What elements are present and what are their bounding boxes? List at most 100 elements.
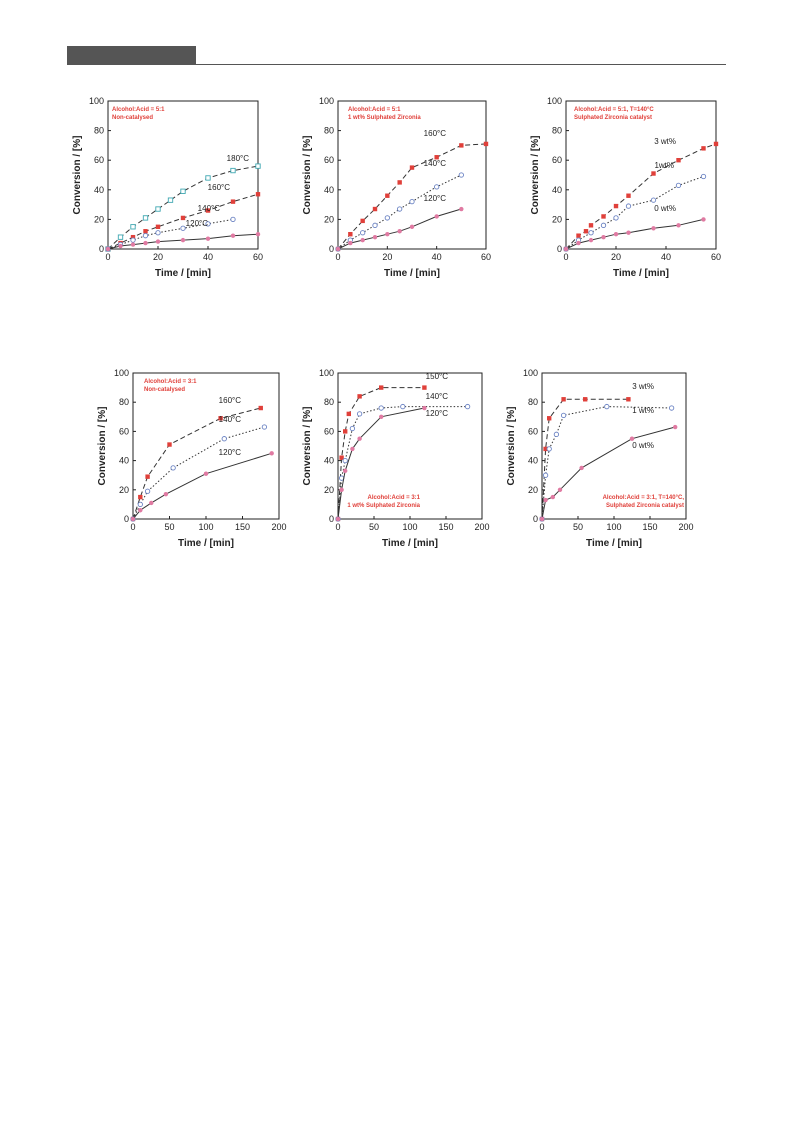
data-point <box>357 394 362 399</box>
x-tick-label: 0 <box>105 252 110 262</box>
x-tick-label: 200 <box>474 522 489 532</box>
data-point <box>601 234 606 240</box>
y-tick-label: 80 <box>94 126 104 136</box>
series-label: 180°C <box>227 154 250 163</box>
data-point <box>180 237 186 243</box>
data-point <box>130 516 136 522</box>
data-point <box>130 224 136 230</box>
data-point <box>255 192 261 197</box>
data-point <box>117 234 124 240</box>
x-tick-label: 150 <box>235 522 250 532</box>
chart-annotation-line: Non-catalysed <box>112 115 153 121</box>
series-line <box>107 165 259 250</box>
data-point <box>626 397 631 402</box>
data-point <box>385 193 390 198</box>
y-axis-label: Conversion / [%] <box>530 136 541 215</box>
series-label: 120°C <box>186 219 209 228</box>
y-tick-label: 0 <box>329 514 334 524</box>
data-point <box>372 222 378 228</box>
y-tick-label: 40 <box>119 456 129 466</box>
data-point <box>357 436 362 441</box>
series-label: 160°C <box>219 396 242 405</box>
data-point <box>155 224 161 229</box>
chart-annotation-line: Alcohol:Acid = 3:1 <box>367 495 420 501</box>
y-tick-label: 60 <box>324 155 334 165</box>
series-label: 1wt% <box>654 161 674 170</box>
data-point <box>600 222 607 228</box>
data-point <box>142 215 149 221</box>
data-point <box>397 229 402 234</box>
data-point <box>434 184 440 190</box>
chart-annotation-line: Alcohol:Acid = 3:1, T=140°C, <box>603 495 685 501</box>
data-point <box>350 446 355 452</box>
y-axis-label: Conversion / [%] <box>302 407 313 486</box>
x-tick-label: 150 <box>438 522 453 532</box>
chart-annotation-line: Alcohol:Acid = 5:1, T=140°C <box>574 107 654 113</box>
data-point <box>180 225 186 231</box>
data-point <box>143 240 148 246</box>
data-point <box>651 171 656 176</box>
data-point <box>676 158 681 163</box>
series-line <box>337 143 487 250</box>
data-point <box>343 468 348 474</box>
data-point <box>629 436 635 441</box>
data-point <box>675 182 682 189</box>
y-tick-label: 60 <box>119 426 129 436</box>
data-point <box>459 206 464 212</box>
chart-annotation-line: 1 wt% Sulphated Zirconia <box>347 503 420 509</box>
series-label: 120°C <box>424 194 447 203</box>
data-point <box>348 240 353 246</box>
data-point <box>378 405 384 411</box>
data-point <box>546 446 552 452</box>
data-point <box>230 199 236 204</box>
y-tick-label: 60 <box>528 426 538 436</box>
data-point <box>701 217 706 222</box>
series-line <box>565 218 704 250</box>
data-point <box>167 442 172 447</box>
page-header-rule <box>196 64 726 65</box>
data-point <box>588 223 594 228</box>
data-point <box>144 488 151 494</box>
data-point <box>138 494 143 500</box>
data-point <box>205 175 211 181</box>
y-tick-label: 40 <box>552 185 562 195</box>
data-point <box>613 215 619 221</box>
x-axis-label: Time / [min] <box>613 268 669 279</box>
y-tick-label: 40 <box>324 185 334 195</box>
y-tick-label: 100 <box>89 96 104 106</box>
data-point <box>543 446 548 452</box>
y-tick-label: 20 <box>528 485 538 495</box>
page-header-bar <box>67 46 196 65</box>
data-point <box>579 465 584 471</box>
series-line <box>132 407 261 520</box>
data-point <box>269 451 274 456</box>
chart-annotation-line: Alcohol:Acid = 5:1 <box>112 107 165 113</box>
x-tick-label: 20 <box>611 252 621 262</box>
data-point <box>464 403 471 410</box>
series-label: 160°C <box>208 183 231 192</box>
y-tick-label: 0 <box>124 514 129 524</box>
x-tick-label: 60 <box>711 252 721 262</box>
data-point <box>339 487 344 492</box>
data-point <box>613 232 619 237</box>
y-tick-label: 60 <box>552 155 562 165</box>
series-label: 140°C <box>424 159 447 168</box>
x-tick-label: 20 <box>153 252 163 262</box>
series-label: 140°C <box>219 415 242 424</box>
data-point <box>385 232 390 237</box>
x-tick-label: 20 <box>382 252 392 262</box>
data-point <box>142 233 149 239</box>
data-point <box>626 193 631 198</box>
data-point <box>180 188 186 194</box>
chart-6: 0 50 100 150 200 0 20 40 60 80 100 Time / [min] Conv… <box>506 368 694 549</box>
x-tick-label: 0 <box>563 252 568 262</box>
data-point <box>205 236 211 241</box>
y-tick-label: 40 <box>528 456 538 466</box>
chart-2: 0 20 40 60 0 20 40 60 80 100 Time / [min] Conversio… <box>302 96 491 279</box>
data-point <box>583 229 589 234</box>
data-point <box>155 230 161 236</box>
plot-frame <box>565 100 717 250</box>
data-point <box>601 214 606 219</box>
data-point <box>543 497 548 503</box>
data-point <box>588 237 594 243</box>
